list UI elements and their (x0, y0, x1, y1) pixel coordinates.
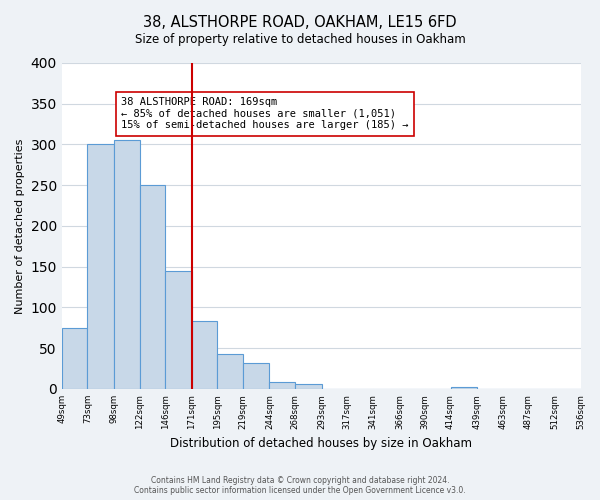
Bar (243, 363, 269, 389)
X-axis label: Distribution of detached houses by size in Oakham: Distribution of detached houses by size … (170, 437, 472, 450)
Text: Size of property relative to detached houses in Oakham: Size of property relative to detached ho… (134, 32, 466, 46)
Bar (451, 388, 477, 389)
Text: 38 ALSTHORPE ROAD: 169sqm
← 85% of detached houses are smaller (1,051)
15% of se: 38 ALSTHORPE ROAD: 169sqm ← 85% of detac… (121, 97, 409, 130)
Text: 38, ALSTHORPE ROAD, OAKHAM, LE15 6FD: 38, ALSTHORPE ROAD, OAKHAM, LE15 6FD (143, 15, 457, 30)
Bar (114, 140, 140, 389)
Bar (140, 185, 165, 389)
Text: Contains HM Land Registry data © Crown copyright and database right 2024.
Contai: Contains HM Land Registry data © Crown c… (134, 476, 466, 495)
Bar (192, 322, 217, 389)
Y-axis label: Number of detached properties: Number of detached properties (15, 138, 25, 314)
Bar (62, 328, 88, 389)
Bar (88, 144, 114, 389)
Bar (217, 354, 243, 389)
Bar (165, 271, 192, 389)
Bar (295, 384, 322, 389)
Bar (269, 382, 295, 389)
